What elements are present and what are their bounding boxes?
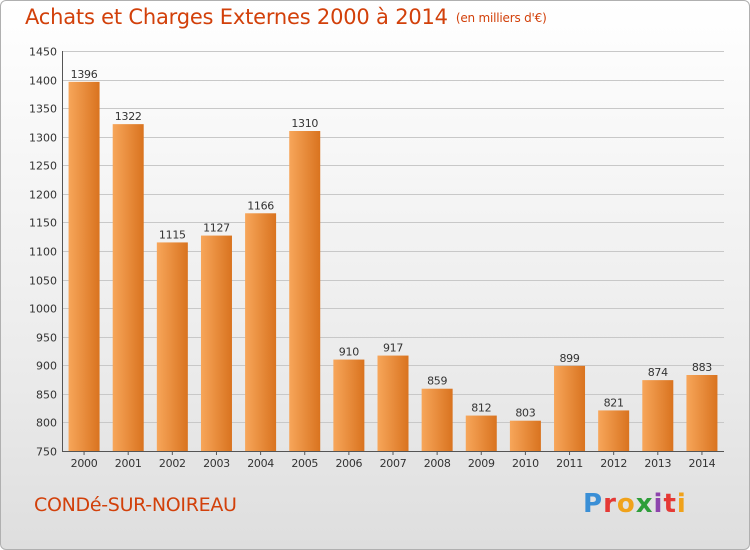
x-tick-label: 2013: [644, 457, 671, 470]
chart-title-text: Achats et Charges Externes 2000 à 2014: [25, 5, 448, 29]
bar-value-label: 1322: [115, 110, 142, 123]
y-tick-label: 1350: [29, 103, 57, 116]
place-name: CONDé-SUR-NOIREAU: [34, 494, 237, 516]
bar: [200, 235, 232, 451]
brand-logo-letter: o: [616, 489, 636, 519]
y-tick-label: 1250: [29, 160, 57, 173]
bar: [642, 380, 674, 451]
x-tick-label: 2001: [115, 457, 142, 470]
brand-logo-letter: P: [583, 489, 604, 519]
x-tick-label: 2014: [689, 457, 716, 470]
brand-logo-letter: r: [603, 489, 617, 519]
x-tick-label: 2000: [71, 457, 98, 470]
bar: [68, 81, 100, 451]
y-tick-label: 1150: [29, 217, 57, 230]
y-tick-label: 1050: [29, 275, 57, 288]
bar-value-label: 899: [559, 352, 579, 365]
brand-logo-letter: i: [653, 489, 664, 519]
bar-value-label: 1396: [71, 68, 98, 81]
x-tick-label: 2004: [247, 457, 274, 470]
y-tick-label: 800: [36, 417, 57, 430]
bar-value-label: 1310: [291, 117, 318, 130]
x-tick-label: 2007: [380, 457, 407, 470]
bar: [509, 420, 541, 451]
bar-value-label: 917: [383, 342, 403, 355]
y-tick-label: 1400: [29, 75, 57, 88]
x-tick-label: 2010: [512, 457, 539, 470]
bar: [554, 365, 586, 451]
bar: [289, 131, 321, 451]
brand-logo-letter: t: [663, 489, 677, 519]
bar-value-label: 1127: [203, 222, 230, 235]
x-tick-label: 2005: [291, 457, 318, 470]
y-tick-label: 750: [36, 446, 57, 459]
bar: [465, 415, 497, 451]
bar-value-label: 874: [648, 366, 668, 379]
bar: [156, 242, 188, 451]
bar: [245, 213, 277, 451]
x-tick-label: 2012: [600, 457, 627, 470]
y-tick-label: 950: [36, 332, 57, 345]
x-tick-label: 2002: [159, 457, 186, 470]
bar-value-label: 803: [515, 407, 535, 420]
bar: [421, 388, 453, 451]
x-tick-label: 2011: [556, 457, 583, 470]
y-tick-label: 850: [36, 389, 57, 402]
x-tick-label: 2008: [424, 457, 451, 470]
bar-value-label: 821: [604, 396, 624, 409]
bar: [686, 375, 718, 451]
brand-logo: Proxiti: [583, 489, 687, 519]
bar-value-label: 812: [471, 402, 491, 415]
chart-subtitle: (en milliers d'€): [455, 11, 547, 25]
brand-logo-letter: i: [676, 489, 687, 519]
y-tick-label: 1300: [29, 132, 57, 145]
bar: [377, 355, 409, 451]
bar: [598, 410, 630, 451]
bar: [333, 359, 365, 451]
y-tick-label: 900: [36, 360, 57, 373]
bar-value-label: 1115: [159, 228, 186, 241]
y-tick-label: 1200: [29, 189, 57, 202]
y-tick-label: 1450: [29, 46, 57, 59]
x-tick-label: 2003: [203, 457, 230, 470]
bar: [112, 124, 144, 452]
y-tick-label: 1100: [29, 246, 57, 259]
bar-value-label: 883: [692, 361, 712, 374]
bar-value-label: 1166: [247, 199, 274, 212]
chart-title: Achats et Charges Externes 2000 à 2014 (e…: [25, 5, 547, 29]
bar-value-label: 910: [339, 346, 359, 359]
brand-logo-letter: x: [635, 489, 654, 519]
x-tick-label: 2006: [335, 457, 362, 470]
y-tick-label: 1000: [29, 303, 57, 316]
x-tick-label: 2009: [468, 457, 495, 470]
bar-value-label: 859: [427, 375, 447, 388]
